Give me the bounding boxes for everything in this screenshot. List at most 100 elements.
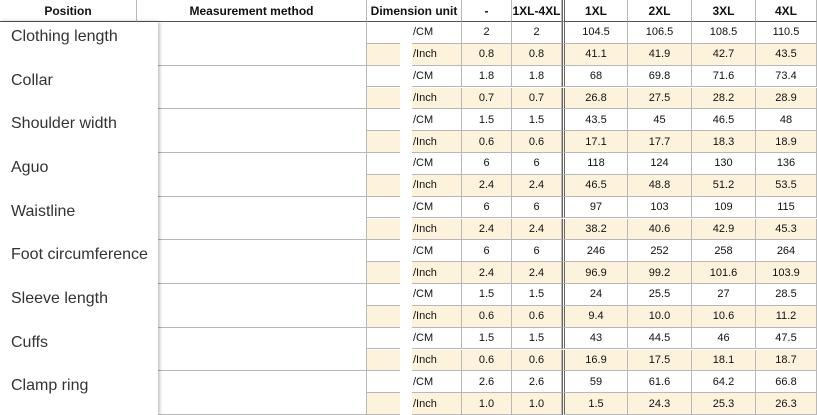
value-cell: 264 [756, 240, 817, 263]
value-cell: 17.5 [628, 349, 692, 372]
position-label: Aguo [11, 159, 49, 176]
value-cell: 2.6 [512, 371, 562, 394]
value-cell: 0.8 [512, 43, 562, 66]
position-label: Shoulder width [11, 115, 117, 133]
value-cell: 2.4 [462, 262, 512, 284]
value-cell: 0.6 [462, 349, 512, 372]
unit-cell: /Inch [367, 349, 462, 372]
position-panel: Clothing length Collar Shoulder width Aguo W… [0, 22, 158, 415]
value-cell: 51.2 [692, 174, 756, 197]
value-cell: 48 [756, 109, 817, 132]
value-cell: 47.5 [756, 327, 817, 350]
unit-overlay [400, 22, 412, 415]
unit-cell: /Inch [367, 131, 462, 153]
value-cell: 115 [756, 196, 817, 219]
value-cell: 1.5 [512, 327, 562, 350]
unit-cell: /CM [367, 22, 462, 44]
position-label: Clothing length [11, 28, 118, 45]
value-cell: 48.8 [628, 174, 692, 197]
value-cell: 43.5 [562, 109, 628, 132]
value-cell: 18.9 [756, 131, 817, 153]
value-cell: 28.9 [756, 87, 817, 110]
header-cell: - [462, 0, 512, 22]
value-cell: 25.5 [628, 284, 692, 306]
unit-cell: /CM [367, 153, 462, 175]
value-cell: 26.3 [756, 393, 817, 415]
value-cell: 0.8 [462, 43, 512, 66]
value-cell: 2.4 [462, 218, 512, 241]
value-cell: 69.8 [628, 65, 692, 88]
value-cell: 0.6 [512, 349, 562, 372]
value-cell: 45.3 [756, 218, 817, 241]
method-cell [137, 22, 367, 66]
value-cell: 1.5 [462, 284, 512, 306]
value-cell: 28.2 [692, 87, 756, 110]
position-label: Foot circumference [11, 246, 148, 264]
value-cell: 10.0 [628, 305, 692, 328]
value-cell: 16.9 [562, 349, 628, 372]
value-cell: 43.5 [756, 43, 817, 66]
unit-cell: /Inch [367, 218, 462, 241]
value-cell: 41.1 [562, 43, 628, 66]
value-cell: 258 [692, 240, 756, 263]
value-cell: 2.4 [462, 174, 512, 197]
value-cell: 18.1 [692, 349, 756, 372]
value-cell: 44.5 [628, 327, 692, 350]
value-cell: 97 [562, 196, 628, 219]
method-cell [137, 371, 367, 415]
method-cell [137, 196, 367, 241]
value-cell: 0.6 [512, 305, 562, 328]
header-cell: 1XL-4XL [512, 0, 562, 22]
value-cell: 43 [562, 327, 628, 350]
value-cell: 71.6 [692, 65, 756, 88]
value-cell: 18.3 [692, 131, 756, 153]
value-cell: 66.8 [756, 371, 817, 394]
value-cell: 11.2 [756, 305, 817, 328]
value-cell: 17.7 [628, 131, 692, 153]
value-cell: 130 [692, 153, 756, 175]
value-cell: 1.5 [562, 393, 628, 415]
value-cell: 103 [628, 196, 692, 219]
method-cell [137, 284, 367, 328]
value-cell: 27 [692, 284, 756, 306]
value-cell: 2.4 [512, 218, 562, 241]
unit-cell: /CM [367, 327, 462, 350]
value-cell: 41.9 [628, 43, 692, 66]
header-cell: Position [0, 0, 137, 22]
unit-cell: /CM [367, 240, 462, 263]
value-cell: 1.0 [512, 393, 562, 415]
value-cell: 6 [462, 240, 512, 263]
value-cell: 104.5 [562, 22, 628, 44]
value-cell: 0.6 [462, 131, 512, 153]
value-cell: 101.6 [692, 262, 756, 284]
method-cell [137, 153, 367, 197]
position-label: Waistline [11, 202, 76, 220]
value-cell: 61.6 [628, 371, 692, 394]
value-cell: 27.5 [628, 87, 692, 110]
value-cell: 6 [462, 153, 512, 175]
value-cell: 42.7 [692, 43, 756, 66]
position-label: Clamp ring [11, 377, 89, 395]
value-cell: 1.5 [512, 284, 562, 306]
unit-cell: /Inch [367, 174, 462, 197]
value-cell: 46 [692, 327, 756, 350]
value-cell: 1.8 [462, 65, 512, 88]
value-cell: 0.6 [462, 305, 512, 328]
value-cell: 246 [562, 240, 628, 263]
value-cell: 24 [562, 284, 628, 306]
method-cell [137, 327, 367, 372]
header-cell: Measurement method [137, 0, 367, 22]
value-cell: 2.4 [512, 262, 562, 284]
value-cell: 118 [562, 153, 628, 175]
header-cell: 2XL [628, 0, 692, 22]
value-cell: 124 [628, 153, 692, 175]
header-cell: 4XL [756, 0, 817, 22]
value-cell: 1.5 [462, 109, 512, 132]
value-cell: 10.6 [692, 305, 756, 328]
value-cell: 6 [512, 153, 562, 175]
value-cell: 1.5 [462, 327, 512, 350]
unit-cell: /CM [367, 196, 462, 219]
value-cell: 68 [562, 65, 628, 88]
value-cell: 109 [692, 196, 756, 219]
